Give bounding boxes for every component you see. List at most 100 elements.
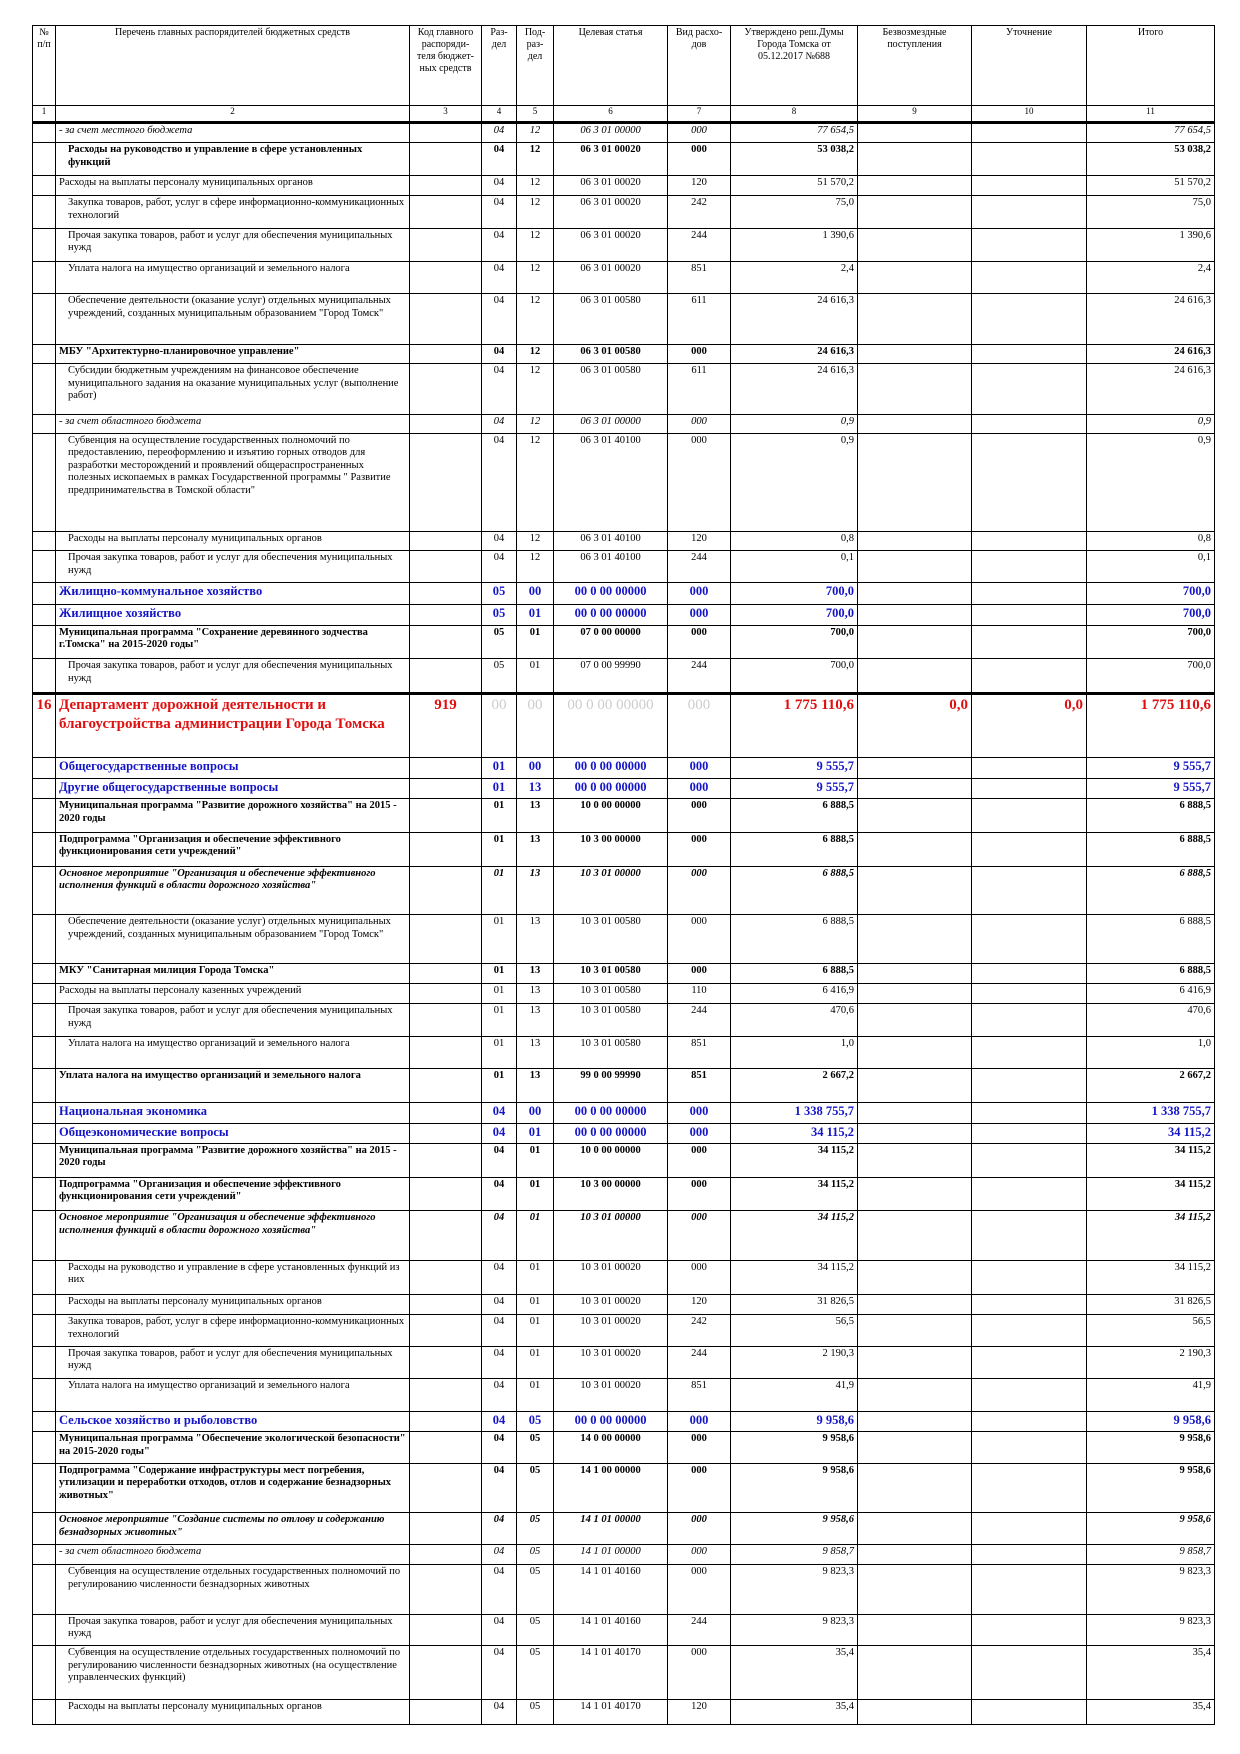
table-cell [32,142,56,176]
table-cell [409,343,482,365]
table-row: Жилищно-коммунальное хозяйство 05 00 00 0 0… [32,581,1215,606]
table-cell [409,1345,482,1380]
table-cell: Субвенция на осуществление отдельных гос… [55,1564,410,1615]
table-cell: 24 616,3 [730,293,858,345]
table-cell [971,432,1087,533]
header-cell: Целевая статья [553,25,668,106]
table-cell [32,363,56,415]
table-cell [971,1102,1087,1124]
table-cell: 51 570,2 [1086,174,1215,197]
table-cell: 700,0 [730,604,858,626]
table-cell [857,1259,972,1295]
column-number: 9 [857,105,972,124]
table-row: Прочая закупка товаров, работ и услуг дл… [32,658,1215,695]
table-cell: 05 [516,1410,554,1433]
table-cell: МБУ "Архитектурно-планировочное управлен… [55,343,410,365]
table-cell [857,121,972,144]
table-cell [857,293,972,345]
table-cell [32,1122,56,1144]
table-cell: 10 3 01 00580 [553,1003,668,1037]
table-cell: 04 [481,1645,517,1701]
table-row: Другие общегосударственные вопросы 01 13 00… [32,777,1215,800]
table-cell: 6 888,5 [730,798,858,833]
table-cell [409,1259,482,1295]
table-cell [32,550,56,583]
table-cell [857,363,972,415]
table-cell: 120 [667,1293,731,1316]
table-cell: 04 [481,1410,517,1433]
table-cell: 06 3 01 00020 [553,142,668,176]
table-cell: 9 958,6 [1086,1512,1215,1545]
table-cell: 470,6 [730,1003,858,1037]
table-cell: 14 1 00 00000 [553,1462,668,1514]
table-cell: 06 3 01 00020 [553,174,668,197]
table-cell [971,1378,1087,1412]
table-cell: 12 [516,363,554,415]
column-number: 5 [516,105,554,124]
table-cell: Прочая закупка товаров, работ и услуг дл… [55,658,410,695]
table-cell [32,757,56,779]
table-cell: 9 823,3 [1086,1564,1215,1615]
table-cell: 10 3 01 00580 [553,982,668,1005]
table-row: Муниципальная программа "Обеспечение эко… [32,1431,1215,1464]
table-cell: Субвенция на осуществление отдельных гос… [55,1645,410,1701]
table-cell: 244 [667,658,731,695]
table-cell [971,982,1087,1005]
table-cell: 00 0 00 00000 [553,604,668,626]
table-cell [32,1068,56,1104]
table-cell: 12 [516,195,554,229]
table-cell: 24 616,3 [730,343,858,365]
table-cell [971,121,1087,144]
table-cell: 01 [516,658,554,695]
table-cell [857,1314,972,1347]
table-cell: 14 1 01 40160 [553,1564,668,1615]
header-cell: Код главного распоряди-теля бюджет-ных с… [409,25,482,106]
table-cell [409,914,482,964]
table-cell: 04 [481,142,517,176]
table-cell: Закупка товаров, работ, услуг в сфере ин… [55,195,410,229]
table-row: Расходы на выплаты персоналу муниципальн… [32,1293,1215,1316]
table-cell [32,1410,56,1433]
table-cell: Уплата налога на имущество организаций и… [55,1068,410,1104]
table-cell [32,1176,56,1212]
table-cell: Субвенция на осуществление государственн… [55,432,410,533]
table-cell: 01 [516,1314,554,1347]
table-cell [32,1314,56,1347]
table-cell: 10 3 01 00000 [553,1210,668,1261]
table-cell: 04 [481,363,517,415]
table-cell: 000 [667,343,731,365]
table-cell [409,413,482,434]
table-cell [409,142,482,176]
table-cell [857,1543,972,1566]
table-cell: 1 775 110,6 [730,692,858,759]
table-cell: Субсидии бюджетным учреждениям на финанс… [55,363,410,415]
table-cell: 13 [516,914,554,964]
table-cell: 04 [481,1102,517,1124]
table-cell [32,1259,56,1295]
table-cell: 99 0 00 99990 [553,1068,668,1104]
table-cell: 00 [516,692,554,759]
table-cell: 000 [667,757,731,779]
table-cell: 00 0 00 00000 [553,1122,668,1144]
table-cell: 700,0 [1086,581,1215,606]
table-cell: 000 [667,1564,731,1615]
table-cell [971,1314,1087,1347]
table-row: 16 Департамент дорожной деятельности и бл… [32,692,1215,759]
table-row: Национальная экономика 04 00 00 0 00 00000 0… [32,1102,1215,1124]
table-cell [857,531,972,552]
table-row: Уплата налога на имущество организаций и… [32,1035,1215,1070]
table-cell: 05 [516,1564,554,1615]
table-cell [32,798,56,833]
table-cell [857,865,972,916]
table-cell: 6 416,9 [730,982,858,1005]
table-cell: 06 3 01 00000 [553,121,668,144]
header-cell: Утверждено реш.Думы Города Томска от 05.… [730,25,858,106]
table-cell [32,293,56,345]
table-cell: 41,9 [1086,1378,1215,1412]
table-cell: 9 555,7 [730,777,858,800]
table-cell: 10 3 01 00000 [553,865,668,916]
table-cell: 9 958,6 [1086,1462,1215,1514]
table-cell [971,531,1087,552]
table-cell [857,1035,972,1070]
table-cell: 000 [667,581,731,606]
